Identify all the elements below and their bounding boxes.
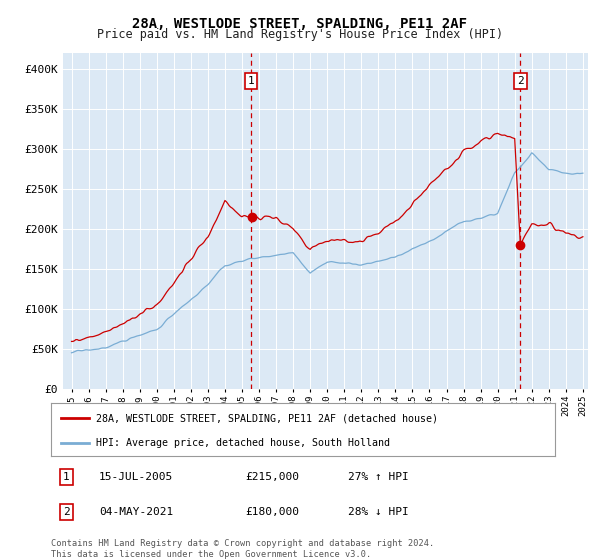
Text: £180,000: £180,000	[245, 507, 299, 517]
Text: 2: 2	[517, 76, 524, 86]
Text: 04-MAY-2021: 04-MAY-2021	[99, 507, 173, 517]
Text: 28A, WESTLODE STREET, SPALDING, PE11 2AF (detached house): 28A, WESTLODE STREET, SPALDING, PE11 2AF…	[97, 413, 439, 423]
Text: £215,000: £215,000	[245, 472, 299, 482]
Text: Price paid vs. HM Land Registry's House Price Index (HPI): Price paid vs. HM Land Registry's House …	[97, 28, 503, 41]
Text: 27% ↑ HPI: 27% ↑ HPI	[349, 472, 409, 482]
Text: 15-JUL-2005: 15-JUL-2005	[99, 472, 173, 482]
Text: 28% ↓ HPI: 28% ↓ HPI	[349, 507, 409, 517]
Text: 2: 2	[63, 507, 70, 517]
Text: 1: 1	[248, 76, 254, 86]
Text: 28A, WESTLODE STREET, SPALDING, PE11 2AF: 28A, WESTLODE STREET, SPALDING, PE11 2AF	[133, 17, 467, 31]
Text: 1: 1	[63, 472, 70, 482]
Text: Contains HM Land Registry data © Crown copyright and database right 2024.
This d: Contains HM Land Registry data © Crown c…	[51, 539, 434, 559]
Text: HPI: Average price, detached house, South Holland: HPI: Average price, detached house, Sout…	[97, 437, 391, 447]
